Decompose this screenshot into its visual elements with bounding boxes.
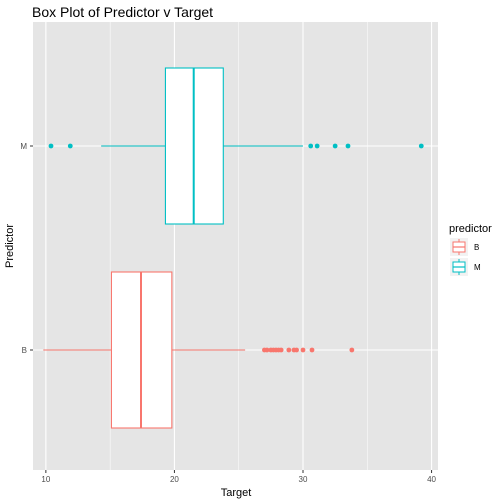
outlier-point (67, 143, 73, 149)
outlier-point (308, 143, 314, 149)
y-axis-ticks: BM (20, 142, 33, 355)
outlier-point (309, 347, 315, 353)
outlier-point (345, 143, 351, 149)
outlier-point (294, 347, 299, 353)
legend: predictor B M (449, 223, 492, 276)
box-M (48, 67, 424, 225)
legend-label: M (474, 263, 481, 272)
box-series (43, 67, 424, 429)
x-tick-label: 10 (41, 475, 50, 484)
legend-key-B: B (450, 238, 479, 256)
plot-panel (33, 22, 438, 470)
outlier-point (314, 143, 320, 149)
x-tick-label: 40 (427, 475, 436, 484)
box-B (43, 271, 355, 429)
y-axis-label: Predictor (4, 224, 16, 268)
outlier-point (349, 347, 355, 353)
outlier-point (264, 347, 270, 353)
outlier-point (278, 347, 284, 353)
legend-title: predictor (449, 223, 492, 235)
x-tick-label: 30 (299, 475, 308, 484)
x-axis-label: Target (221, 487, 252, 499)
outlier-point (48, 143, 54, 149)
y-tick-label: M (20, 142, 27, 151)
legend-label: B (474, 243, 479, 252)
outlier-point (332, 143, 338, 149)
x-axis-ticks: 10 20 30 40 (41, 470, 437, 484)
chart-title: Box Plot of Predictor v Target (32, 4, 213, 20)
outlier-point (300, 347, 306, 353)
outlier-point (418, 143, 424, 149)
outlier-point (286, 347, 292, 353)
legend-key-M: M (450, 258, 481, 276)
x-tick-label: 20 (170, 475, 179, 484)
y-tick-label: B (22, 346, 27, 355)
